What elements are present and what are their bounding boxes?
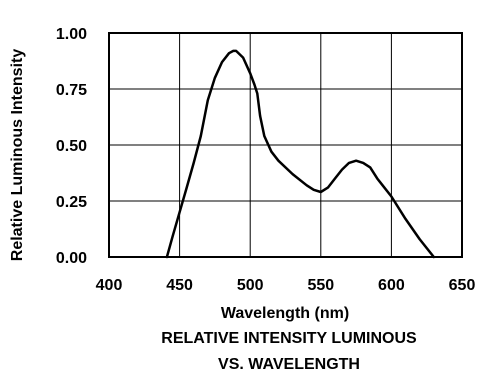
chart-title-line-2: VS. WAVELENGTH (218, 356, 360, 373)
y-tick-labels: 0.00 0.25 0.50 0.75 1.00 (56, 26, 87, 267)
series-layer (165, 49, 436, 259)
x-axis-label: Wavelength (nm) (221, 305, 349, 322)
x-tick-label: 450 (166, 277, 193, 294)
y-tick-label: 0.50 (56, 138, 87, 155)
y-tick-label: 1.00 (56, 26, 87, 43)
x-tick-label: 500 (237, 277, 264, 294)
x-tick-label: 600 (378, 277, 405, 294)
chart-title-line-1: RELATIVE INTENSITY LUMINOUS (161, 330, 417, 347)
x-tick-label: 400 (96, 277, 123, 294)
x-tick-label: 550 (307, 277, 334, 294)
y-tick-label: 0.00 (56, 250, 87, 267)
y-axis-label: Relative Luminous Intensity (9, 49, 26, 262)
y-tick-label: 0.75 (56, 82, 87, 99)
x-tick-label: 650 (449, 277, 476, 294)
y-tick-label: 0.25 (56, 194, 87, 211)
x-tick-labels: 400 450 500 550 600 650 (96, 277, 476, 294)
plot-frame (108, 32, 463, 258)
series-line (165, 49, 436, 259)
